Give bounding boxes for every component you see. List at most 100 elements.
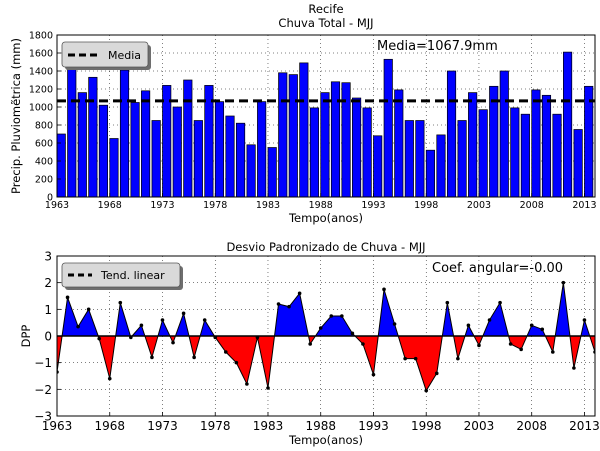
precip-legend: Media	[61, 41, 151, 70]
dpp-x-ticks: 1963 1968 1973 1978 1983 1988 1993 1998 2003 2008…	[42, 412, 600, 433]
precip-bar	[56, 133, 66, 198]
precip-bar	[172, 106, 182, 198]
precip-bar	[352, 97, 362, 198]
precip-bar	[183, 79, 193, 198]
precip-bar	[330, 81, 341, 198]
dpp-point	[392, 322, 397, 326]
precip-legend-box	[61, 41, 149, 68]
precip-bar	[573, 129, 583, 198]
dpp-point	[171, 340, 175, 345]
precip-bar	[309, 107, 319, 198]
precip-x-tick-label: 1998	[414, 200, 438, 211]
dpp-y-tick-label: 1	[44, 303, 52, 317]
dpp-point	[181, 311, 186, 316]
dpp-point	[466, 323, 471, 328]
dpp-series-line	[57, 282, 595, 392]
dpp-point	[413, 356, 418, 361]
dpp-legend-label: Tend. linear	[100, 269, 165, 282]
precip-x-tick-label: 2003	[467, 200, 491, 211]
dpp-legend-box	[61, 262, 181, 288]
dpp-point	[223, 350, 228, 354]
precip-bar	[193, 120, 203, 198]
precip-bar	[362, 107, 372, 198]
precip-x-ticks: 1963 1968 1973 1978 1983 1988 1993 1998 2003 2008…	[45, 193, 597, 211]
precip-bar	[246, 144, 256, 198]
dpp-point	[424, 388, 429, 393]
precip-bar	[446, 70, 457, 198]
dpp-point	[160, 318, 165, 322]
precip-x-tick-label: 1968	[98, 200, 122, 211]
dpp-x-tick-label: 2013	[569, 419, 600, 433]
dpp-x-tick-label: 1968	[94, 419, 125, 433]
precip-y-tick-label: 200	[35, 175, 53, 186]
precip-bar	[257, 101, 267, 198]
precip-y-tick-label: 1200	[29, 85, 53, 96]
precip-bar	[98, 104, 108, 198]
precip-bar	[214, 101, 225, 198]
dpp-point	[371, 372, 376, 377]
precip-bar	[130, 102, 140, 198]
dpp-x-tick-label: 1978	[200, 419, 231, 433]
precip-bar	[499, 70, 509, 198]
dpp-point	[561, 280, 566, 285]
precip-bar	[489, 85, 499, 198]
precip-bar	[77, 92, 87, 198]
precip-y-tick-label: 800	[35, 121, 53, 132]
precip-y-tick-label: 1000	[29, 103, 53, 114]
dpp-point	[361, 342, 365, 346]
precip-bar	[320, 92, 330, 198]
dpp-point	[445, 300, 450, 305]
dpp-point	[403, 356, 407, 361]
dpp-point	[329, 314, 334, 318]
dpp-point	[97, 336, 101, 341]
dpp-y-axis-title: DPP	[19, 325, 33, 348]
precip-bar	[457, 120, 467, 198]
dpp-x-tick-label: 1963	[42, 419, 73, 433]
precip-chart: Recife Chuva Total - MJJ 0 200 400 600 800 10…	[9, 2, 597, 225]
dpp-x-tick-label: 1993	[358, 419, 389, 433]
precip-x-tick-label: 1983	[256, 200, 280, 211]
precip-bar	[67, 65, 77, 198]
dpp-point	[477, 343, 481, 348]
dpp-y-tick-label: −3	[34, 410, 52, 424]
dpp-chart-title: Desvio Padronizado de Chuva - MJJ	[226, 240, 425, 254]
precip-bar	[531, 89, 541, 198]
dpp-point	[276, 302, 281, 306]
precip-x-tick-label: 1993	[361, 200, 385, 211]
dpp-point	[508, 342, 513, 346]
dpp-point	[308, 342, 312, 346]
precip-chart-title: Recife	[308, 2, 343, 16]
dpp-y-tick-label: 0	[44, 330, 52, 344]
dpp-point	[487, 318, 492, 322]
precip-y-tick-label: 1800	[29, 31, 53, 42]
dpp-point	[582, 318, 587, 322]
dpp-point	[65, 295, 70, 300]
dpp-point	[266, 386, 270, 390]
dpp-y-tick-label: 3	[44, 250, 52, 264]
dpp-point	[572, 366, 576, 370]
dpp-point	[350, 331, 355, 336]
dpp-x-tick-label: 2003	[464, 419, 495, 433]
precip-bar	[584, 85, 594, 198]
precip-legend-label: Media	[108, 49, 141, 62]
precip-y-tick-label: 0	[47, 193, 53, 204]
precip-bar	[520, 113, 530, 198]
precip-bar	[415, 120, 425, 198]
precip-bar	[468, 92, 478, 198]
dpp-point	[202, 318, 207, 322]
precip-bar	[88, 76, 98, 198]
dpp-x-tick-label: 1998	[411, 419, 442, 433]
precip-bar	[288, 74, 298, 198]
precip-y-tick-label: 600	[35, 139, 53, 150]
precip-bar	[119, 69, 130, 198]
dpp-point	[234, 360, 239, 365]
precip-bars	[56, 51, 594, 198]
precip-chart-subtitle: Chuva Total - MJJ	[278, 16, 373, 30]
dpp-x-tick-label: 1988	[305, 419, 336, 433]
dpp-chart: Desvio Padronizado de Chuva - MJJ 3 2 1 0 −1…	[19, 240, 600, 447]
precip-x-tick-label: 2008	[520, 200, 544, 211]
dpp-point	[76, 324, 80, 329]
dpp-y-tick-label: 2	[44, 276, 52, 290]
dpp-point	[434, 371, 439, 376]
